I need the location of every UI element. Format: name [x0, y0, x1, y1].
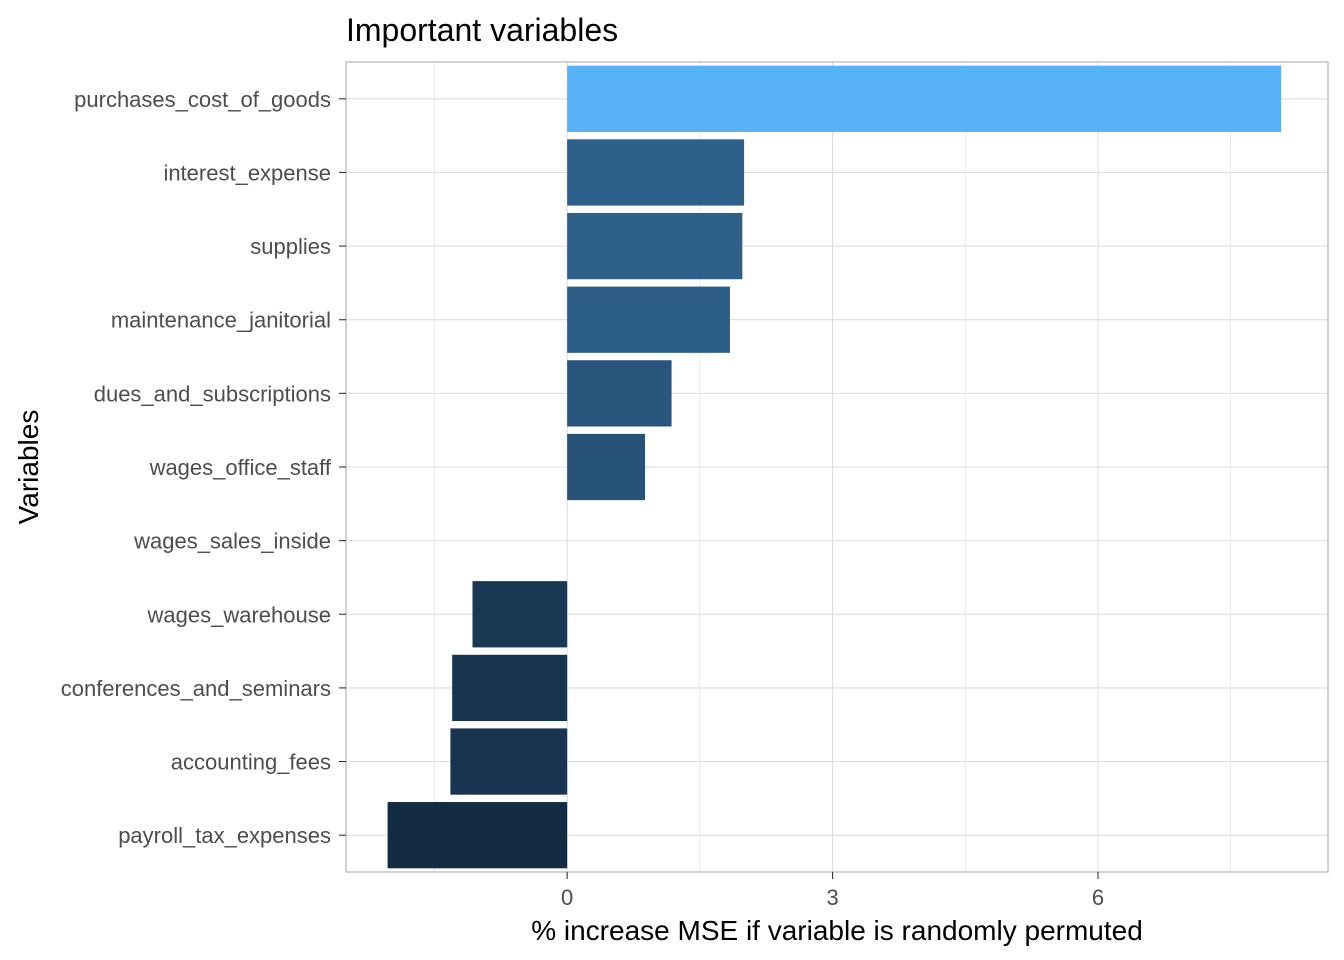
y-tick-label: supplies [250, 234, 331, 259]
bar-conferences-and-seminars [452, 654, 568, 722]
bar-accounting-fees [450, 728, 568, 795]
chart-title: Important variables [346, 12, 618, 48]
y-tick-label: accounting_fees [171, 750, 331, 775]
x-tick-label: 0 [561, 885, 573, 910]
grid-lines [346, 62, 1328, 872]
y-tick-label: conferences_and_seminars [61, 676, 331, 701]
y-tick-label: payroll_tax_expenses [118, 823, 331, 848]
bar-wages-warehouse [472, 581, 568, 648]
y-tick-label: dues_and_subscriptions [94, 381, 331, 406]
bar-wages-office-staff [567, 433, 646, 501]
y-tick-label: purchases_cost_of_goods [74, 87, 331, 112]
x-tick-label: 6 [1092, 885, 1104, 910]
bar-purchases-cost-of-goods [567, 65, 1282, 132]
bar-interest-expense [567, 139, 745, 206]
y-tick-label: interest_expense [163, 160, 331, 185]
bar-dues-and-subscriptions [567, 360, 672, 427]
y-tick-label: wages_sales_inside [133, 529, 331, 554]
x-tick-label: 3 [826, 885, 838, 910]
bar-payroll-tax-expenses [387, 802, 568, 869]
y-axis-title: Variables [13, 410, 44, 525]
x-axis-title: % increase MSE if variable is randomly p… [531, 915, 1143, 946]
bar-maintenance-janitorial [567, 286, 730, 353]
bars [387, 65, 1282, 869]
y-tick-label: wages_office_staff [149, 455, 332, 480]
bar-supplies [567, 212, 743, 280]
y-tick-label: maintenance_janitorial [111, 308, 331, 333]
y-tick-label: wages_warehouse [147, 602, 331, 627]
y-axis-ticks: purchases_cost_of_goods interest_expenses… [61, 87, 346, 848]
x-axis-ticks: 0 3 6 [561, 872, 1104, 910]
